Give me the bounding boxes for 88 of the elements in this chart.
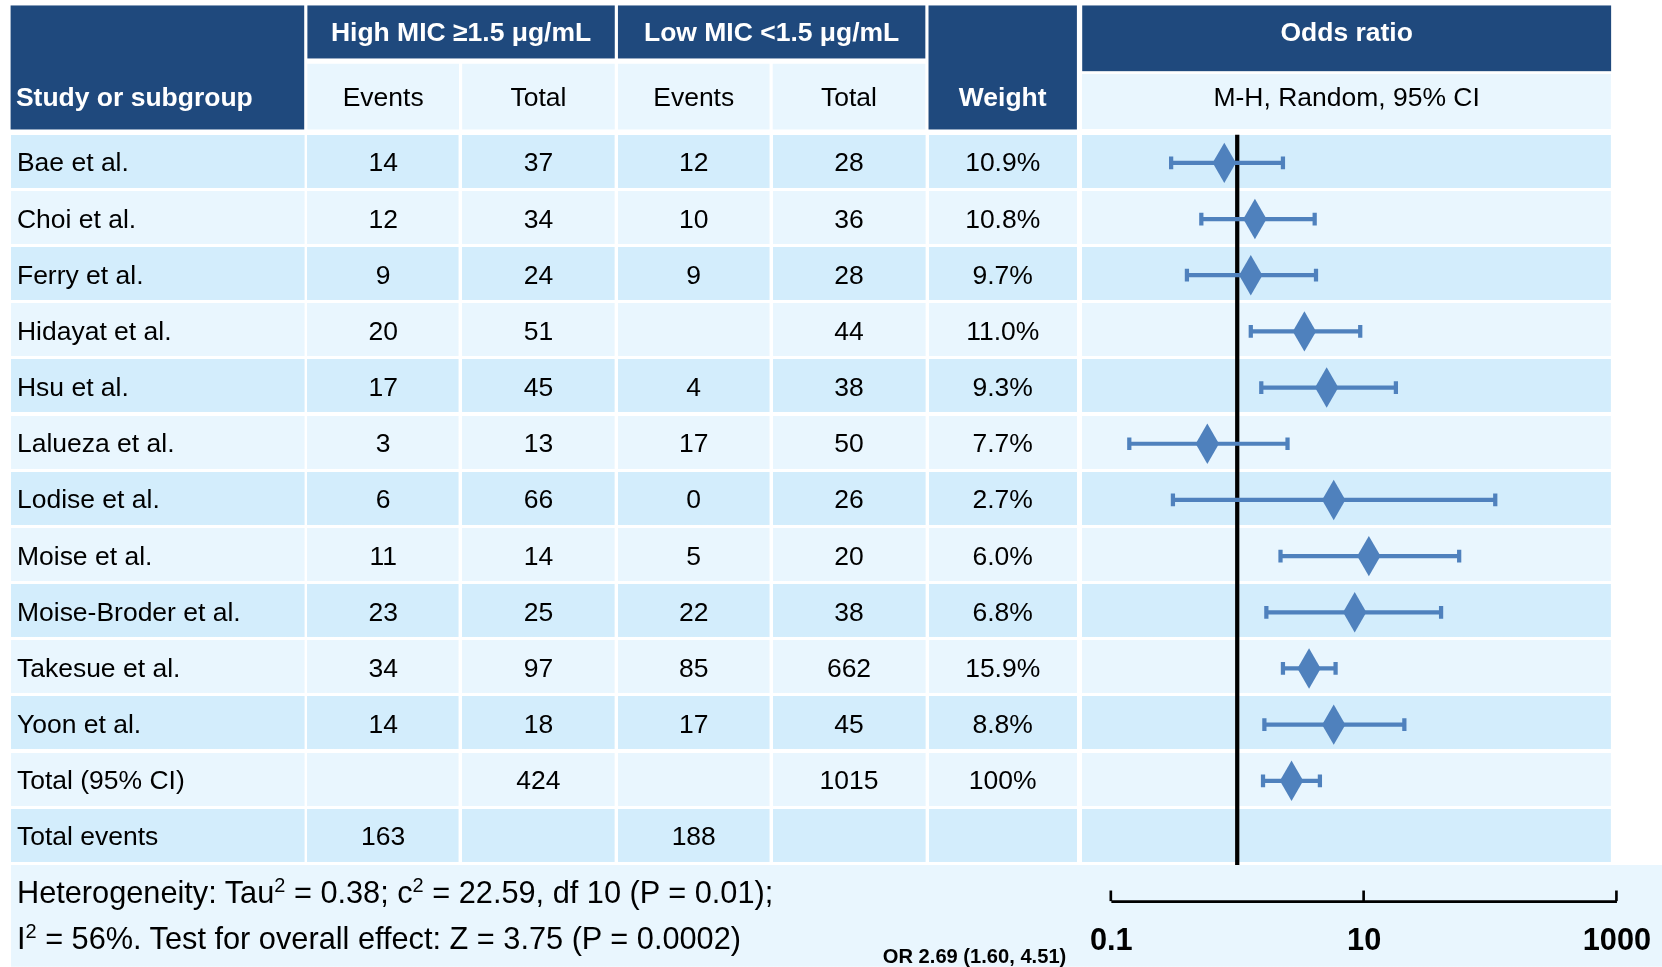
text: 17	[679, 428, 709, 459]
text: 12	[679, 147, 709, 178]
category-label: Events	[342, 82, 424, 113]
text: 34	[523, 203, 554, 234]
category-label: Hsu et al.	[16, 372, 129, 403]
text: 6.0%	[972, 540, 1033, 571]
text: 17	[679, 709, 709, 740]
x-tick-label: 1000	[1582, 922, 1652, 958]
category-label: Total	[510, 82, 567, 113]
text: 188	[671, 821, 716, 852]
text: Low MIC <1.5 μg/mL	[643, 17, 900, 48]
text: 20	[368, 315, 398, 346]
text: 14	[368, 709, 398, 740]
text: 1015	[819, 765, 879, 796]
text: 66	[523, 484, 554, 515]
text: 15.9%	[965, 652, 1041, 683]
category-label: Weight	[958, 82, 1047, 113]
text: 37	[523, 147, 554, 178]
text: 163	[361, 821, 406, 852]
text: I$^{2}$ = 56%. Test for overall effect: Z = 3.75 (P = 0.0002)	[16, 919, 742, 956]
text: 8.8%	[972, 709, 1033, 740]
category-label: Total	[821, 82, 877, 113]
text: 11.0%	[966, 315, 1040, 346]
text: 424	[516, 765, 561, 796]
text: 26	[834, 484, 864, 515]
text: 14	[523, 540, 554, 571]
text: 45	[834, 709, 864, 740]
text: 23	[368, 596, 398, 627]
text: 6.8%	[972, 596, 1033, 627]
text: 22	[679, 596, 709, 627]
text: 2.7%	[972, 484, 1033, 515]
category-label: Hidayat et al.	[16, 315, 172, 346]
chart-title: Odds ratio	[1280, 17, 1413, 48]
text: OR 2.69 (1.60, 4.51)	[882, 944, 1067, 967]
text: 45	[523, 372, 554, 403]
category-label: Choi et al.	[16, 203, 137, 234]
text: 0	[686, 484, 702, 515]
text: 44	[834, 315, 864, 346]
text: 6	[375, 484, 391, 515]
text: 38	[834, 372, 864, 403]
category-label: Bae et al.	[16, 147, 129, 178]
text: 17	[368, 372, 398, 403]
text: 24	[523, 259, 554, 290]
category-label: Moise-Broder et al.	[16, 596, 241, 627]
text: 38	[834, 596, 864, 627]
text: 14	[368, 147, 398, 178]
category-label: Moise et al.	[16, 540, 153, 571]
text: High MIC ≥1.5 μg/mL	[330, 17, 592, 48]
category-label: Events	[653, 82, 735, 113]
text: 12	[368, 203, 398, 234]
text: 10	[679, 203, 709, 234]
text: 50	[834, 428, 864, 459]
text: 100%	[968, 765, 1037, 796]
category-label: Total events	[16, 821, 159, 852]
text: 5	[686, 540, 702, 571]
text: 9.7%	[972, 259, 1033, 290]
text: 662	[826, 652, 872, 683]
text: 85	[679, 652, 709, 683]
text: 4	[686, 372, 702, 403]
text: Heterogeneity: Tau$^{2}$ = 0.38; c$^{2}$ = 22.59, df 10 (P = 0.01);	[16, 874, 774, 911]
text: 20	[834, 540, 864, 571]
text: 7.7%	[972, 428, 1033, 459]
text: 9	[686, 259, 702, 290]
text: 18	[523, 709, 554, 740]
category-label: Yoon et al.	[16, 709, 142, 740]
category-label: Total (95% CI)	[16, 765, 185, 796]
category-label: Ferry et al.	[16, 259, 144, 290]
text: 28	[834, 147, 864, 178]
x-tick-label: 0.1	[1090, 922, 1133, 958]
text: 3	[375, 428, 391, 459]
text: 11	[369, 540, 397, 571]
text: 25	[523, 596, 554, 627]
text: 13	[523, 428, 554, 459]
text: 10.8%	[965, 203, 1041, 234]
text: 34	[368, 652, 398, 683]
text: 97	[523, 652, 554, 683]
text: 51	[523, 315, 554, 346]
text: Study or subgroup	[15, 82, 253, 113]
category-label: Takesue et al.	[16, 652, 181, 683]
category-label: Lalueza et al.	[16, 428, 175, 459]
text: 28	[834, 259, 864, 290]
text: 9.3%	[972, 372, 1033, 403]
category-label: Lodise et al.	[16, 484, 160, 515]
text: 36	[834, 203, 864, 234]
text: 9	[375, 259, 391, 290]
x-tick-label: 10	[1347, 922, 1382, 958]
chart-subtitle: M-H, Random, 95% CI	[1213, 82, 1480, 113]
text: 10.9%	[965, 147, 1041, 178]
